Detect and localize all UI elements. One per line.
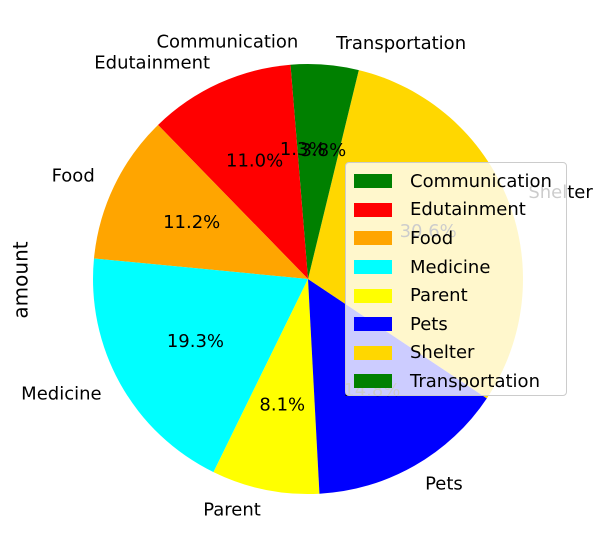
legend-swatch [354, 202, 392, 217]
category-label-edutainment: Edutainment [94, 53, 210, 74]
legend-item-food: Food [354, 224, 566, 253]
percent-label-edutainment: 11.0% [226, 151, 283, 172]
category-label-parent: Parent [203, 500, 261, 521]
pie-slice-food [93, 124, 308, 279]
legend-swatch [354, 317, 392, 332]
category-label-transportation: Transportation [335, 33, 466, 54]
legend-swatch [354, 288, 392, 303]
pie-slice-communication [290, 64, 308, 279]
pie-slice-medicine [92, 258, 308, 473]
legend-label: Medicine [410, 256, 491, 278]
percent-label-parent: 8.1% [259, 394, 305, 415]
legend-label: Pets [410, 313, 448, 335]
legend-label: Parent [410, 285, 468, 307]
category-label-pets: Pets [425, 473, 463, 494]
legend-swatch [354, 260, 392, 275]
legend: Communication Edutainment Food Medicine Pare… [345, 162, 567, 396]
category-label-medicine: Medicine [21, 383, 101, 404]
legend-item-shelter: Shelter [354, 339, 566, 368]
legend-label: Transportation [410, 370, 540, 392]
legend-item-edutainment: Edutainment [354, 196, 566, 225]
legend-swatch [354, 374, 392, 389]
category-label-food: Food [52, 166, 95, 187]
legend-label: Edutainment [410, 199, 526, 221]
category-label-communication: Communication [156, 32, 298, 53]
y-axis-label: amount [9, 241, 33, 318]
legend-item-parent: Parent [354, 281, 566, 310]
percent-label-food: 11.2% [163, 212, 220, 233]
pie-slice-transportation [308, 64, 359, 279]
legend-item-pets: Pets [354, 310, 566, 339]
legend-swatch [354, 174, 392, 189]
legend-label: Food [410, 227, 454, 249]
pie-slice-parent [213, 279, 320, 494]
percent-label-transportation: 3.8% [300, 140, 346, 161]
legend-swatch [354, 345, 392, 360]
legend-item-communication: Communication [354, 167, 566, 196]
percent-label-medicine: 19.3% [167, 331, 224, 352]
legend-item-transportation: Transportation [354, 367, 566, 396]
percent-label-communication: 1.3% [280, 139, 326, 160]
legend-label: Communication [410, 170, 552, 192]
pie-slice-edutainment [158, 64, 308, 279]
legend-swatch [354, 231, 392, 246]
legend-label: Shelter [410, 342, 475, 364]
legend-item-medicine: Medicine [354, 253, 566, 282]
